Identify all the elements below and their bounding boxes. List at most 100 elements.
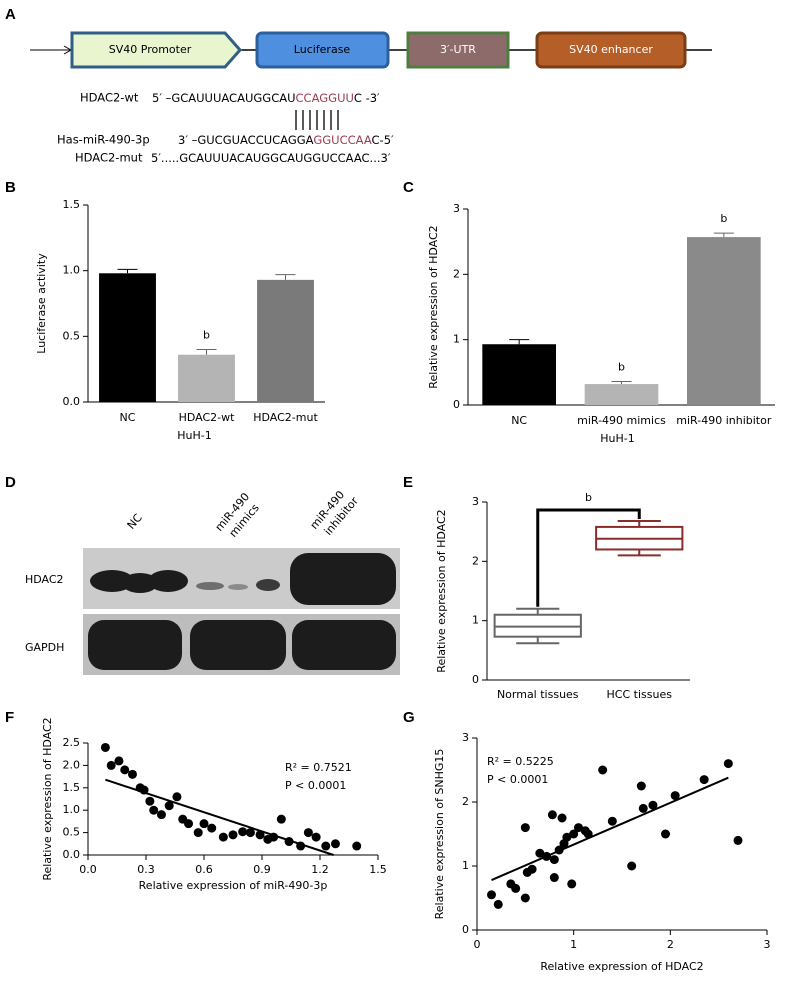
y-tick-label: 0 xyxy=(472,673,479,686)
annotation: R² = 0.7521 xyxy=(285,761,352,774)
x-tick-label: miR-490 mimics xyxy=(577,414,666,427)
sequence-part: C-5′ xyxy=(372,133,394,147)
point xyxy=(627,861,637,871)
error-bar xyxy=(196,348,217,355)
bar xyxy=(99,273,156,402)
point xyxy=(352,841,362,851)
point xyxy=(636,781,646,791)
sequence-part: 3′ –GUCGUACCUCAGGA xyxy=(178,133,314,147)
point xyxy=(567,879,577,889)
element-label: SV40 Promoter xyxy=(109,43,192,56)
x-tick-label: 2 xyxy=(667,938,674,951)
annotation: b xyxy=(618,360,625,373)
bar xyxy=(482,344,557,405)
point xyxy=(549,873,559,883)
blot-bands xyxy=(90,553,396,605)
point xyxy=(661,829,670,839)
panel-label: A xyxy=(5,6,16,23)
panel-label: F xyxy=(5,709,14,726)
y-tick-label: 1.5 xyxy=(63,198,81,211)
point xyxy=(184,819,194,829)
pairing-bars xyxy=(295,110,339,130)
bar xyxy=(178,354,235,402)
point xyxy=(569,829,579,839)
y-tick-label: 2 xyxy=(462,795,469,808)
fit-line xyxy=(105,778,334,856)
error-bar xyxy=(713,232,734,238)
point xyxy=(164,801,174,811)
panel-label: G xyxy=(403,709,415,726)
y-tick-label: 1.0 xyxy=(63,803,81,816)
point xyxy=(303,828,313,838)
error-bar xyxy=(117,268,138,274)
point xyxy=(598,765,608,775)
point xyxy=(607,816,617,826)
annotation: b xyxy=(203,328,210,341)
point xyxy=(321,841,331,851)
x-axis-label: HuH-1 xyxy=(600,432,634,445)
point xyxy=(228,830,238,840)
x-axis-label: HuH-1 xyxy=(177,429,211,442)
error-bar xyxy=(509,339,530,345)
point xyxy=(149,805,159,815)
sequence-name: HDAC2-mut xyxy=(75,151,143,165)
row-label: HDAC2 xyxy=(25,573,64,586)
annotation: b xyxy=(585,491,592,504)
x-tick-label: 1.5 xyxy=(369,863,387,876)
y-tick-label: 2.5 xyxy=(63,736,81,749)
panel-label: C xyxy=(403,179,414,196)
point xyxy=(207,823,217,833)
point xyxy=(276,814,286,824)
point xyxy=(172,792,182,802)
y-tick-label: 1 xyxy=(472,614,479,627)
point xyxy=(549,855,559,865)
y-tick-label: 2.0 xyxy=(63,758,81,771)
annotation: b xyxy=(720,212,727,225)
y-tick-label: 3 xyxy=(472,495,479,508)
sequence-part: 5′ –GCAUUUACAUGGCAU xyxy=(152,91,296,105)
y-tick-label: 2 xyxy=(453,267,460,280)
utr-box xyxy=(406,31,510,69)
point xyxy=(733,835,743,845)
sequence-part: C -3′ xyxy=(354,91,380,105)
y-tick-label: 3 xyxy=(453,202,460,215)
promoter-box xyxy=(70,31,243,69)
point xyxy=(547,810,557,820)
y-tick-label: 0.5 xyxy=(63,826,81,839)
blot-bands xyxy=(88,620,396,670)
x-tick-label: 0.0 xyxy=(79,863,97,876)
y-axis-label: Relative expression of HDAC2 xyxy=(435,509,448,672)
point xyxy=(311,832,321,842)
y-tick-label: 0.0 xyxy=(63,848,81,861)
point xyxy=(511,883,521,893)
x-axis-label: Relative expression of HDAC2 xyxy=(540,960,703,973)
sequence-part: 5′.....GCAUUUACAUGGCAUGGUCCAAC...3′ xyxy=(151,151,391,165)
y-tick-label: 1.0 xyxy=(63,264,81,277)
annotation: R² = 0.5225 xyxy=(487,755,554,768)
point xyxy=(638,803,648,813)
lane-label: NC xyxy=(125,511,145,532)
element-label: SV40 enhancer xyxy=(569,43,653,56)
x-tick-label: HDAC2-mut xyxy=(253,411,318,424)
sequence-part: GGUCCAA xyxy=(313,133,371,147)
y-axis-label: Relative expression of SNHG15 xyxy=(433,749,446,920)
point xyxy=(557,813,567,823)
point xyxy=(245,828,255,838)
bar xyxy=(257,279,314,402)
point xyxy=(520,823,530,833)
point xyxy=(199,819,209,829)
point xyxy=(145,796,155,806)
point xyxy=(574,823,583,833)
point xyxy=(520,893,530,903)
point xyxy=(723,759,733,769)
y-axis-label: Luciferase activity xyxy=(35,253,48,354)
y-tick-label: 0 xyxy=(453,398,460,411)
point xyxy=(114,756,124,766)
panel-label: B xyxy=(5,179,16,196)
x-tick-label: HDAC2-wt xyxy=(179,411,236,424)
significance-bracket xyxy=(536,508,641,607)
x-axis-label: Relative expression of miR-490-3p xyxy=(139,879,328,892)
point xyxy=(535,848,545,858)
x-tick-label: 0.6 xyxy=(195,863,213,876)
point xyxy=(527,864,537,874)
